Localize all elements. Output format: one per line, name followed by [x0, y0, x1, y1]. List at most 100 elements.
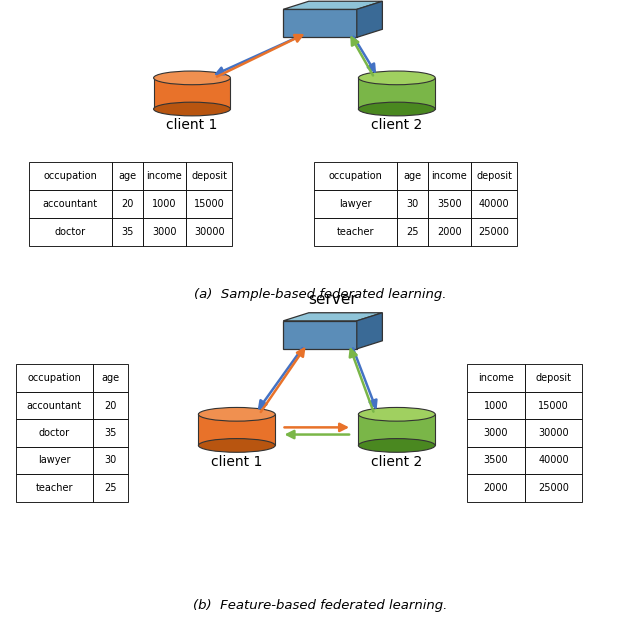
Text: 2000: 2000: [437, 227, 461, 237]
Bar: [467, 392, 525, 419]
Text: 20: 20: [104, 401, 116, 411]
Bar: [16, 447, 93, 474]
Ellipse shape: [358, 439, 435, 452]
Text: occupation: occupation: [328, 171, 382, 181]
Ellipse shape: [154, 102, 230, 116]
Text: income: income: [478, 373, 514, 383]
Bar: [428, 162, 471, 190]
Text: 25000: 25000: [538, 483, 569, 493]
Bar: [525, 447, 582, 474]
Text: 40000: 40000: [538, 455, 569, 465]
Bar: [525, 419, 582, 447]
Bar: [397, 190, 428, 218]
Bar: [16, 364, 93, 392]
Text: age: age: [118, 171, 136, 181]
Bar: [112, 218, 143, 246]
Bar: [143, 218, 186, 246]
Bar: [93, 419, 128, 447]
Text: 30000: 30000: [538, 428, 569, 438]
Text: 1000: 1000: [484, 401, 508, 411]
Bar: [29, 218, 112, 246]
Text: deposit: deposit: [536, 373, 572, 383]
Bar: [186, 162, 232, 190]
Bar: [16, 474, 93, 502]
Text: doctor: doctor: [55, 227, 86, 237]
Text: 15000: 15000: [538, 401, 569, 411]
Bar: [93, 474, 128, 502]
Text: age: age: [403, 171, 421, 181]
Text: 1000: 1000: [152, 199, 177, 209]
Polygon shape: [283, 313, 383, 321]
Text: 30000: 30000: [194, 227, 225, 237]
Text: 25000: 25000: [479, 227, 509, 237]
Text: 25: 25: [104, 483, 116, 493]
Bar: [93, 364, 128, 392]
Bar: [314, 218, 397, 246]
Text: income: income: [431, 171, 467, 181]
Polygon shape: [357, 313, 383, 349]
Bar: [314, 190, 397, 218]
Bar: [467, 419, 525, 447]
Bar: [16, 392, 93, 419]
Bar: [428, 218, 471, 246]
Text: 3500: 3500: [437, 199, 461, 209]
Text: lawyer: lawyer: [339, 199, 371, 209]
Text: (b)  Feature-based federated learning.: (b) Feature-based federated learning.: [193, 599, 447, 612]
Text: teacher: teacher: [337, 227, 374, 237]
Text: deposit: deposit: [191, 171, 227, 181]
Text: teacher: teacher: [36, 483, 73, 493]
Bar: [93, 392, 128, 419]
Text: lawyer: lawyer: [38, 455, 70, 465]
Text: client 2: client 2: [371, 455, 422, 468]
Text: 30: 30: [406, 199, 419, 209]
Text: 2000: 2000: [484, 483, 508, 493]
Polygon shape: [154, 78, 230, 109]
Text: accountant: accountant: [27, 401, 82, 411]
Bar: [471, 190, 517, 218]
Ellipse shape: [198, 439, 275, 452]
Bar: [143, 190, 186, 218]
Bar: [471, 218, 517, 246]
Bar: [186, 218, 232, 246]
Bar: [467, 364, 525, 392]
Text: doctor: doctor: [39, 428, 70, 438]
Bar: [29, 162, 112, 190]
Bar: [471, 162, 517, 190]
Text: 3500: 3500: [484, 455, 508, 465]
Text: server: server: [308, 292, 357, 307]
Text: 25: 25: [406, 227, 419, 237]
Text: 3000: 3000: [152, 227, 177, 237]
Text: 3000: 3000: [484, 428, 508, 438]
Text: (a)  Sample-based federated learning.: (a) Sample-based federated learning.: [194, 288, 446, 301]
Polygon shape: [357, 1, 383, 37]
Bar: [428, 190, 471, 218]
Ellipse shape: [198, 407, 275, 421]
Bar: [525, 392, 582, 419]
Bar: [397, 162, 428, 190]
Bar: [112, 162, 143, 190]
Polygon shape: [283, 1, 383, 9]
Text: 40000: 40000: [479, 199, 509, 209]
Bar: [397, 218, 428, 246]
Ellipse shape: [358, 407, 435, 421]
Text: 20: 20: [121, 199, 134, 209]
Bar: [93, 447, 128, 474]
Bar: [29, 190, 112, 218]
Bar: [112, 190, 143, 218]
Text: client 1: client 1: [166, 118, 218, 132]
Text: income: income: [147, 171, 182, 181]
Text: 35: 35: [121, 227, 134, 237]
Ellipse shape: [154, 71, 230, 85]
Bar: [467, 474, 525, 502]
Text: accountant: accountant: [43, 199, 98, 209]
Text: 15000: 15000: [194, 199, 225, 209]
Ellipse shape: [358, 102, 435, 116]
Text: occupation: occupation: [28, 373, 81, 383]
Text: age: age: [101, 373, 120, 383]
Bar: [16, 419, 93, 447]
Bar: [525, 364, 582, 392]
Text: 30: 30: [104, 455, 116, 465]
Text: client 1: client 1: [211, 455, 262, 468]
Bar: [186, 190, 232, 218]
Text: 35: 35: [104, 428, 116, 438]
